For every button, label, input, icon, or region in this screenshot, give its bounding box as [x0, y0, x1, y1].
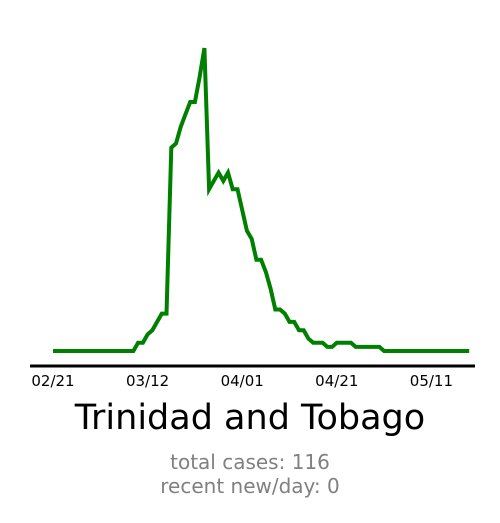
x-tick-label: 03/12: [126, 372, 169, 390]
chart-title: Trinidad and Tobago: [74, 398, 426, 438]
x-tick-label: 05/11: [410, 372, 453, 390]
x-tick-label: 02/21: [31, 372, 74, 390]
total-cases-text: total cases: 116: [170, 450, 330, 474]
chart: 02/21 03/12 04/01 04/21 05/11: [30, 47, 475, 390]
x-tick-label: 04/21: [315, 372, 358, 390]
series-line: [53, 47, 470, 353]
x-tick-label: 04/01: [221, 372, 264, 390]
recent-new-per-day-text: recent new/day: 0: [160, 474, 340, 498]
